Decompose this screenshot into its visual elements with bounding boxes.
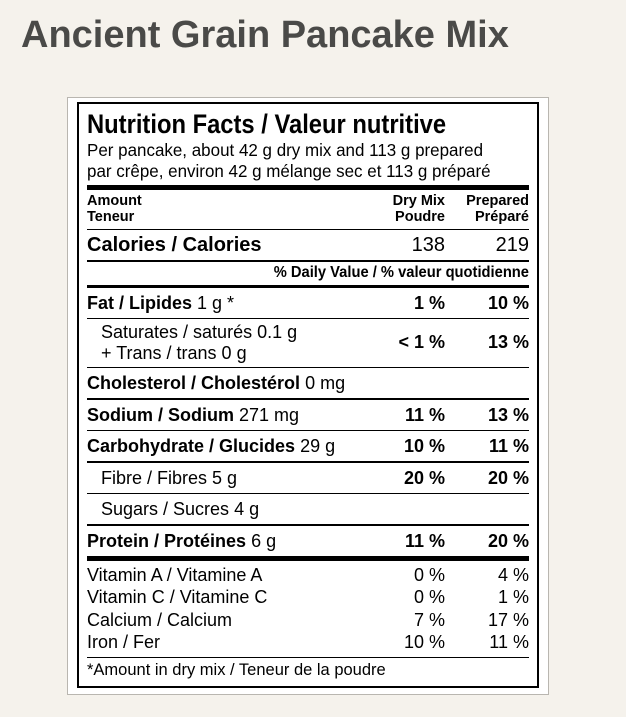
footnote: *Amount in dry mix / Teneur de la poudre [87,660,386,679]
saturates-trans-row: Saturates / saturés 0.1 g + Trans / tran… [87,319,529,367]
prepared-header-fr: Préparé [474,209,529,225]
sugars-row: Sugars / Sucres 4 g [87,494,529,524]
divider-thick-protein [87,555,529,561]
vitamin-a-dry-value: 0 % [413,564,445,585]
sodium-dry-value: 11 % [404,404,445,425]
cholesterol-name: Cholesterol / Cholestérol [87,373,301,393]
calcium-dry-value: 7 % [413,609,445,630]
micronutrients-section: Vitamin A / Vitamine A 0 % 4 % Vitamin C… [87,561,529,654]
protein-prepared-value: 20 % [487,530,529,551]
fibre-prepared-value: 20 % [487,467,529,488]
fat-prepared-value: 10 % [487,292,529,313]
divider [87,260,529,262]
divider [87,492,529,494]
fibre-row: Fibre / Fibres 5 g 20 % 20 % [87,463,529,493]
nft-heading: Nutrition Facts / Valeur nutritive [87,109,447,139]
fibre-amount: 5 g [212,467,238,488]
divider [87,317,529,319]
protein-dry-value: 11 % [404,530,445,551]
calcium-prepared-value: 17 % [487,609,529,630]
amount-column-header: Amount Teneur [87,193,361,225]
cholesterol-row: Cholesterol / Cholestérol 0 mg [87,368,529,398]
saturates-line: Saturates / saturés 0.1 g [101,321,298,342]
calories-row: Calories / Calories 138 219 [87,230,529,260]
protein-row: Protein / Protéines 6 g 11 % 20 % [87,526,529,556]
serving-size-en: Per pancake, about 42 g dry mix and 113 … [87,140,484,160]
carbohydrate-name: Carbohydrate / Glucides [87,436,296,456]
amount-header-fr: Teneur [87,209,135,225]
divider [87,366,529,368]
calories-label: Calories / Calories [87,234,262,256]
carbohydrate-label: Carbohydrate / Glucides 29 g [87,435,361,457]
fibre-dry-value: 20 % [403,467,445,488]
divider [87,229,529,230]
divider [87,398,529,400]
fat-amount: 1 g * [197,292,235,313]
divider-footnote [87,656,529,658]
sugars-amount: 4 g [234,499,260,519]
sugars-name: Sugars / Sucres [101,499,230,519]
sodium-row: Sodium / Sodium 271 mg 11 % 13 % [87,400,529,430]
dry-mix-header-fr: Poudre [395,209,445,225]
trans-line: + Trans / trans 0 g [101,342,247,363]
protein-name: Protein / Protéines [87,530,247,551]
saturates-prepared-value: 13 % [487,332,529,352]
sodium-prepared-value: 13 % [487,404,529,425]
vitamin-a-label: Vitamin A / Vitamine A [87,564,263,585]
iron-dry-value: 10 % [403,632,445,652]
calories-dry-value: 138 [411,234,445,256]
cholesterol-label: Cholesterol / Cholestérol 0 mg [87,372,361,394]
carbohydrate-amount: 29 g [300,436,336,456]
divider [87,429,529,431]
fat-dry-value: 1 % [413,292,445,313]
vitamin-c-label: Vitamin C / Vitamine C [87,587,268,607]
fibre-label: Fibre / Fibres 5 g [87,467,361,489]
vitamin-c-dry-value: 0 % [413,587,445,607]
dry-mix-column-header: Dry Mix Poudre [361,193,445,225]
nutrition-facts-table: Nutrition Facts / Valeur nutritive Per p… [77,102,539,688]
prepared-header-en: Prepared [466,193,529,209]
prepared-column-header: Prepared Préparé [445,193,529,225]
calories-prepared-value: 219 [495,234,529,256]
dry-mix-header-en: Dry Mix [392,193,445,209]
protein-amount: 6 g [251,530,277,551]
daily-value-header: % Daily Value / % valeur quotidienne [273,263,529,281]
iron-label: Iron / Fer [87,632,161,652]
carbohydrate-prepared-value: 11 % [488,436,529,456]
carbohydrate-row: Carbohydrate / Glucides 29 g 10 % 11 % [87,431,529,461]
divider [87,524,529,526]
vitamin-c-row: Vitamin C / Vitamine C 0 % 1 % [87,586,529,609]
divider-thick-top [87,185,529,190]
amount-header-en: Amount [87,193,142,209]
calcium-row: Calcium / Calcium 7 % 17 % [87,609,529,632]
iron-row: Iron / Fer 10 % 11 % [87,631,529,654]
sodium-name: Sodium / Sodium [87,404,234,425]
sugars-label: Sugars / Sucres 4 g [87,498,361,520]
protein-label: Protein / Protéines 6 g [87,530,361,552]
serving-size-fr: par crêpe, environ 42 g mélange sec et 1… [87,161,491,181]
saturates-dry-value: < 1 % [398,332,445,352]
fat-label: Fat / Lipides 1 g * [87,292,361,314]
sodium-label: Sodium / Sodium 271 mg [87,404,361,426]
iron-prepared-value: 11 % [489,632,529,652]
vitamin-a-row: Vitamin A / Vitamine A 0 % 4 % [87,564,529,587]
nutrition-facts-label: Nutrition Facts / Valeur nutritive Per p… [67,97,549,695]
sodium-amount: 271 mg [239,404,300,425]
divider-daily-value [87,284,529,288]
carbohydrate-dry-value: 10 % [403,436,445,456]
fat-name: Fat / Lipides [87,292,193,313]
column-header-row: Amount Teneur Dry Mix Poudre Prepared Pr… [87,190,529,229]
saturates-trans-label: Saturates / saturés 0.1 g + Trans / tran… [87,322,361,364]
vitamin-c-prepared-value: 1 % [497,587,529,607]
vitamin-a-prepared-value: 4 % [497,564,529,585]
fat-row: Fat / Lipides 1 g * 1 % 10 % [87,288,529,318]
fibre-name: Fibre / Fibres [101,467,208,488]
cholesterol-amount: 0 mg [305,373,346,393]
page-title: Ancient Grain Pancake Mix [21,14,509,56]
divider [87,461,529,463]
calcium-label: Calcium / Calcium [87,609,233,630]
